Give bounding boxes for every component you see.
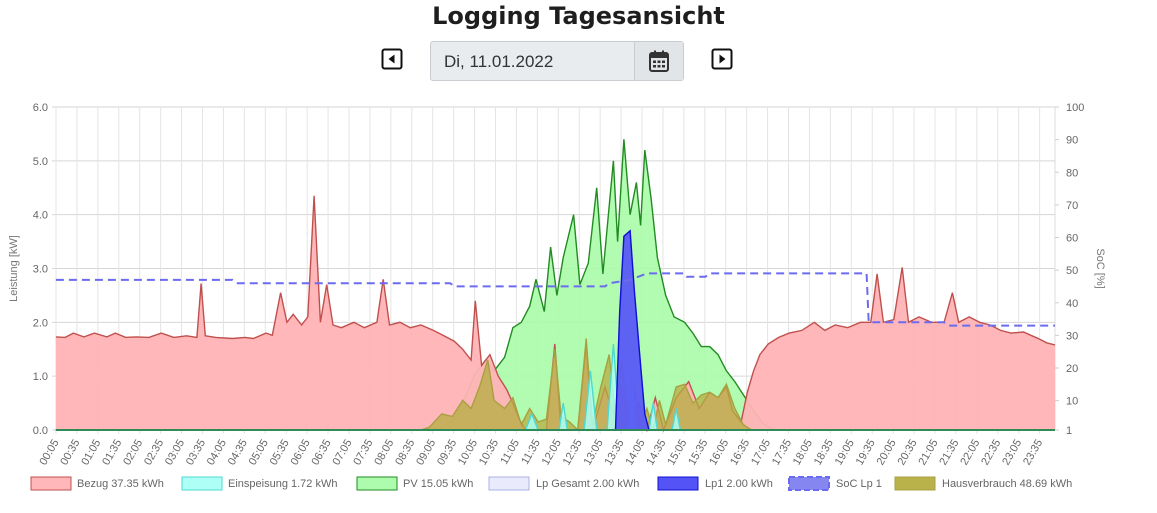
page-title: Logging Tagesansicht	[432, 2, 725, 30]
series-area-hausverbrauch-48-69-kwh	[55, 338, 1055, 430]
x-tick-label: 22:35	[979, 438, 1003, 468]
x-tick-label: 09:05	[414, 438, 438, 468]
x-tick-label: 20:35	[896, 438, 920, 468]
x-tick-label: 00:05	[37, 438, 61, 468]
x-tick-label: 17:05	[749, 438, 773, 468]
x-tick-label: 14:35	[644, 438, 668, 468]
y2-tick-label: 70	[1066, 200, 1078, 212]
legend-label: Bezug 37.35 kWh	[77, 478, 164, 490]
series-line-soc-lp-1	[55, 272, 1055, 327]
x-tick-label: 08:05	[372, 438, 396, 468]
x-tick-label: 06:05	[289, 438, 313, 468]
y2-tick-label: 80	[1066, 167, 1078, 179]
legend-label: Lp Gesamt 2.00 kWh	[536, 478, 639, 490]
x-tick-label: 15:35	[686, 438, 710, 468]
next-day-button[interactable]	[711, 48, 733, 70]
x-tick-label: 13:35	[603, 438, 627, 468]
x-tick-label: 21:35	[937, 438, 961, 468]
legend-label: PV 15.05 kWh	[403, 478, 473, 490]
legend-swatch	[356, 476, 398, 491]
x-tick-label: 16:35	[728, 438, 752, 468]
x-tick-label: 04:05	[205, 438, 229, 468]
y2-tick-label: 50	[1066, 265, 1078, 277]
legend-swatch	[894, 476, 936, 491]
legend-swatch	[181, 476, 223, 491]
x-tick-label: 20:05	[875, 438, 899, 468]
series-line-hausverbrauch-48-69-kwh	[55, 338, 1055, 432]
x-tick-label: 02:05	[121, 438, 145, 468]
x-tick-label: 11:05	[498, 438, 522, 467]
date-picker[interactable]: Di, 11.01.2022	[430, 41, 684, 81]
y2-tick-label: 90	[1066, 135, 1078, 147]
x-tick-label: 08:35	[393, 438, 417, 468]
y-tick-label: 3.0	[33, 264, 48, 276]
calendar-button[interactable]	[634, 42, 683, 80]
x-tick-label: 02:35	[142, 438, 166, 468]
series-area-bezug-37-35-kwh	[55, 195, 1055, 430]
previous-day-button[interactable]	[381, 48, 403, 70]
y2-tick-label: 30	[1066, 330, 1078, 342]
y2-axis-label: SoC [%]	[1094, 248, 1106, 288]
x-tick-label: 18:05	[791, 438, 815, 468]
x-tick-label: 10:05	[456, 438, 480, 468]
x-tick-label: 22:05	[958, 438, 982, 468]
y2-tick-label: 100	[1066, 102, 1084, 114]
x-tick-label: 19:05	[833, 438, 857, 468]
x-tick-label: 16:05	[707, 438, 731, 468]
legend-swatch	[30, 476, 72, 491]
caret-left-square-icon	[381, 48, 403, 70]
x-tick-label: 07:35	[351, 438, 375, 468]
y-tick-label: 5.0	[33, 156, 48, 168]
x-tick-label: 05:35	[268, 438, 292, 468]
x-tick-label: 03:35	[184, 438, 208, 468]
series-line-lp1-2-00-kwh	[55, 229, 1055, 431]
x-tick-label: 19:35	[854, 438, 878, 468]
date-field[interactable]: Di, 11.01.2022	[444, 52, 554, 71]
y2-tick-label: 1	[1066, 425, 1072, 437]
legend-swatch	[488, 476, 530, 491]
legend-swatch	[788, 476, 830, 491]
caret-right-square-icon	[711, 48, 733, 70]
y2-tick-label: 60	[1066, 233, 1078, 245]
x-tick-label: 14:05	[623, 438, 647, 468]
x-tick-label: 18:35	[812, 438, 836, 468]
calendar-icon	[649, 50, 669, 72]
y2-tick-label: 40	[1066, 298, 1078, 310]
x-tick-label: 15:05	[665, 438, 689, 468]
legend-label: Einspeisung 1.72 kWh	[228, 478, 337, 490]
x-tick-label: 23:05	[1000, 438, 1024, 468]
x-tick-label: 04:35	[226, 438, 250, 468]
y-tick-label: 2.0	[33, 317, 48, 329]
legend-label: Lp1 2.00 kWh	[705, 478, 773, 490]
x-tick-label: 00:35	[58, 438, 82, 468]
y-tick-label: 0.0	[33, 425, 48, 437]
y2-tick-label: 10	[1066, 396, 1078, 408]
y-tick-label: 4.0	[33, 210, 48, 222]
y2-tick-label: 20	[1066, 363, 1078, 375]
x-tick-label: 21:05	[916, 438, 940, 468]
legend-swatch	[657, 476, 699, 491]
x-tick-label: 06:35	[310, 438, 334, 468]
x-tick-label: 05:05	[247, 438, 271, 468]
x-tick-label: 17:35	[770, 438, 794, 468]
y-axis-label: Leistung [kW]	[8, 235, 20, 302]
x-tick-label: 13:05	[582, 438, 606, 468]
x-tick-label: 10:35	[477, 438, 501, 468]
y-tick-label: 6.0	[33, 102, 48, 114]
legend-label: SoC Lp 1	[836, 478, 882, 490]
legend-label: Hausverbrauch 48.69 kWh	[942, 478, 1072, 490]
x-tick-label: 12:05	[540, 438, 564, 468]
y-tick-label: 1.0	[33, 371, 48, 383]
x-tick-label: 23:35	[1021, 438, 1045, 468]
x-tick-label: 12:35	[561, 438, 585, 468]
x-tick-label: 07:05	[330, 438, 354, 468]
series-line-pv-15-05-kwh	[55, 139, 1055, 431]
x-tick-label: 01:35	[100, 438, 124, 468]
x-tick-label: 09:35	[435, 438, 459, 468]
x-tick-label: 01:05	[79, 438, 103, 468]
x-tick-label: 03:05	[163, 438, 187, 468]
